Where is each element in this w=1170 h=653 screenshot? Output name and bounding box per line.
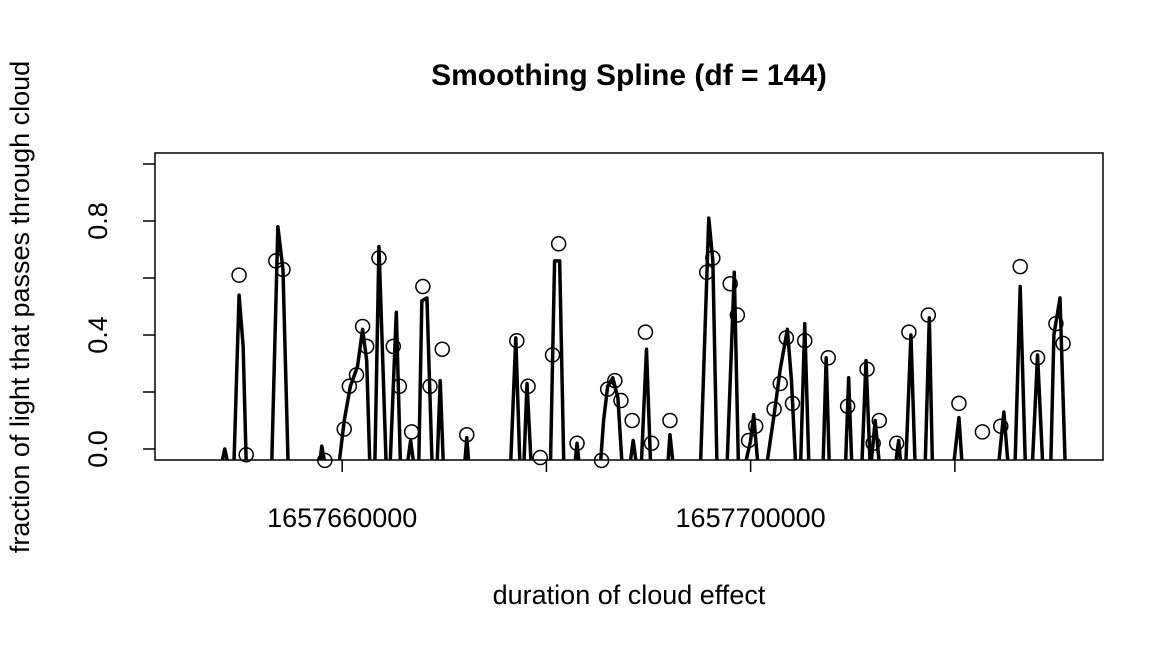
data-point	[371, 250, 387, 266]
y-tick-label: 0.0	[83, 430, 113, 468]
data-point	[729, 307, 746, 323]
data-point	[698, 264, 715, 281]
data-point	[354, 318, 371, 335]
data-point	[391, 378, 408, 395]
data-point	[275, 261, 291, 278]
data-point	[520, 378, 536, 395]
data-point	[1029, 350, 1046, 366]
data-point	[772, 375, 788, 392]
data-point	[532, 449, 549, 466]
spline-line	[220, 216, 1067, 460]
plot-area	[220, 216, 1067, 460]
data-point	[1012, 258, 1028, 275]
data-point	[550, 236, 567, 252]
data-point	[593, 452, 610, 469]
data-point	[662, 412, 678, 429]
data-point	[385, 338, 401, 355]
data-point	[459, 426, 475, 443]
data-point	[434, 341, 451, 357]
data-point	[238, 446, 254, 463]
data-point	[637, 324, 654, 340]
data-point	[974, 424, 991, 440]
data-point	[415, 278, 431, 295]
x-tick-label: 1657660000	[267, 503, 417, 533]
data-point	[722, 275, 738, 292]
y-tick-label: 0.8	[83, 202, 113, 240]
data-point	[705, 250, 721, 266]
x-axis-label: duration of cloud effect	[493, 580, 766, 610]
data-point	[613, 392, 629, 409]
chart-title: Smoothing Spline (df = 144)	[431, 59, 827, 92]
data-point	[796, 332, 813, 349]
data-point	[231, 267, 247, 283]
data-point	[784, 395, 801, 412]
data-point	[766, 401, 782, 417]
data-point	[358, 338, 375, 355]
data-point	[740, 432, 757, 449]
data-point	[871, 412, 888, 429]
data-point	[422, 378, 438, 395]
data-point	[336, 421, 352, 437]
data-point	[865, 435, 881, 452]
data-point	[607, 372, 623, 389]
data-point	[341, 378, 358, 395]
x-tick-label: 1657700000	[676, 503, 826, 533]
data-point	[920, 307, 937, 323]
data-point	[509, 332, 525, 349]
data-point	[820, 350, 836, 366]
data-point	[888, 435, 905, 452]
data-point	[317, 452, 333, 469]
data-point	[993, 418, 1009, 434]
data-point	[1048, 315, 1064, 332]
data-point	[859, 361, 875, 377]
data-point	[901, 324, 917, 340]
data-point	[624, 412, 640, 429]
y-tick-label: 0.4	[83, 316, 113, 354]
data-point	[403, 424, 420, 440]
data-point	[951, 395, 967, 412]
data-point	[643, 435, 660, 452]
data-point	[747, 418, 764, 434]
y-axis-label: fraction of light that passes through cl…	[5, 61, 35, 553]
data-point	[778, 330, 795, 346]
data-point	[569, 435, 585, 452]
data-point	[544, 347, 561, 363]
data-point	[839, 398, 856, 414]
data-point	[348, 367, 365, 383]
data-point	[1055, 335, 1071, 352]
